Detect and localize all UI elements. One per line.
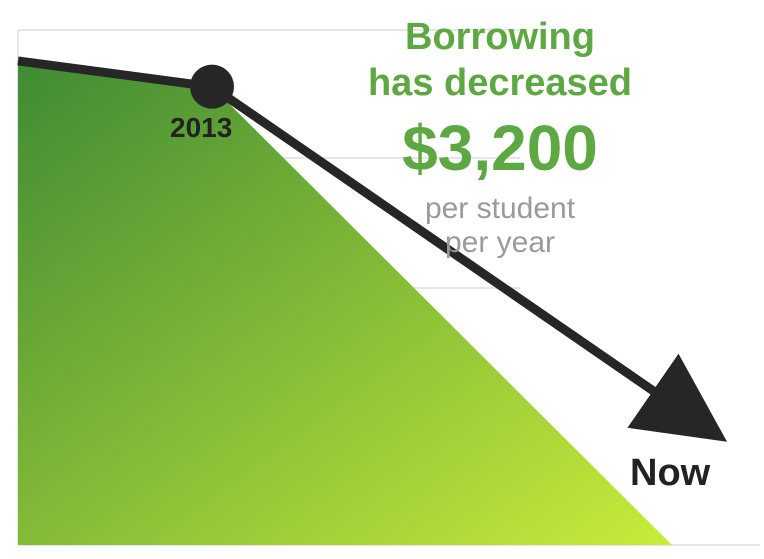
area-fill [18,60,672,546]
x-label-now: Now [630,452,711,494]
headline-line2: has decreased [367,62,633,104]
amount-value: $3,200 [402,112,598,184]
subtext: per student per year [340,192,660,260]
subtext-line1: per student [424,192,576,225]
headline: Borrowing has decreased [330,14,670,106]
subtext-line2: per year [444,226,556,259]
headline-line1: Borrowing [405,16,595,58]
x-label-2013: 2013 [170,112,233,143]
data-point-2013 [190,64,234,109]
